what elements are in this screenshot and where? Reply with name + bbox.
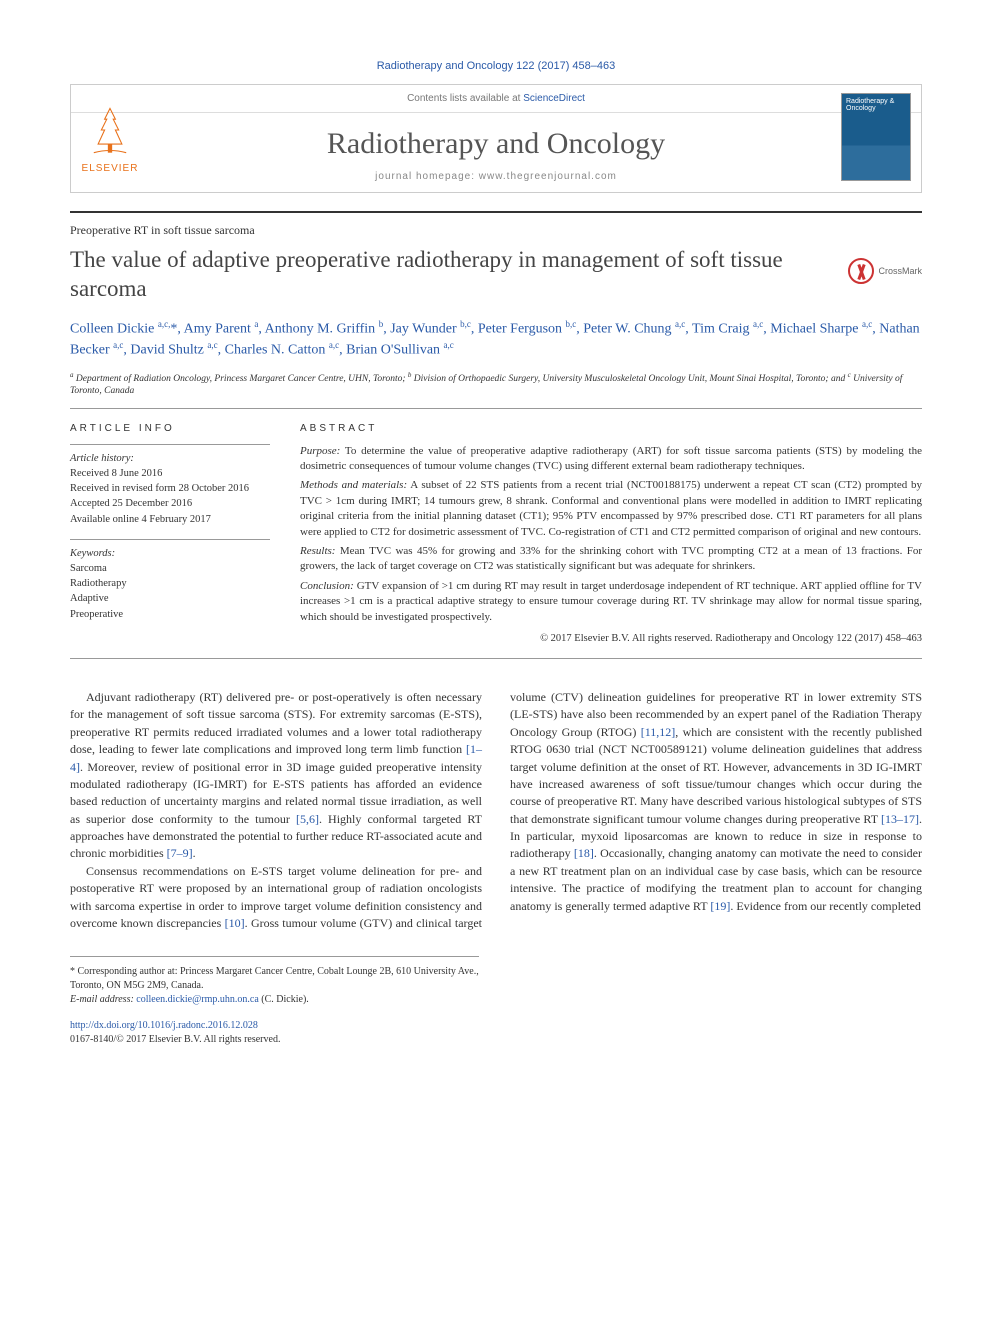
contents-available-row: Contents lists available at ScienceDirec…	[71, 85, 921, 113]
corr-author-text: * Corresponding author at: Princess Marg…	[70, 965, 479, 993]
publisher-logo: ELSEVIER	[81, 103, 139, 175]
citation-link[interactable]: [13–17]	[881, 812, 919, 826]
cover-title: Radiotherapy & Oncology	[842, 94, 910, 116]
citation-link[interactable]: [7–9]	[167, 846, 193, 860]
citation-link[interactable]: [19]	[710, 899, 730, 913]
corresponding-author-footnote: * Corresponding author at: Princess Marg…	[70, 956, 479, 1007]
doi-link[interactable]: http://dx.doi.org/10.1016/j.radonc.2016.…	[70, 1020, 258, 1031]
abstract-paragraph: Purpose: To determine the value of preop…	[300, 444, 922, 475]
contents-prefix: Contents lists available at	[407, 93, 523, 104]
email-suffix: (C. Dickie).	[259, 994, 309, 1005]
abstract-copyright: © 2017 Elsevier B.V. All rights reserved…	[300, 633, 922, 644]
article-info-heading: article info	[70, 423, 270, 434]
article-history-block: Article history: Received 8 June 2016Rec…	[70, 444, 270, 527]
keyword: Sarcoma	[70, 561, 270, 576]
abstract-heading: abstract	[300, 423, 922, 434]
publisher-name: ELSEVIER	[81, 163, 139, 174]
article-title: The value of adaptive preoperative radio…	[70, 246, 922, 304]
doi-block: http://dx.doi.org/10.1016/j.radonc.2016.…	[70, 1019, 922, 1047]
history-line: Received in revised form 28 October 2016	[70, 481, 270, 496]
abstract-paragraph: Methods and materials: A subset of 22 ST…	[300, 478, 922, 540]
journal-cover-thumbnail: Radiotherapy & Oncology	[841, 93, 911, 181]
history-line: Available online 4 February 2017	[70, 512, 270, 527]
citation-link[interactable]: [5,6]	[296, 812, 319, 826]
article-history-label: Article history:	[70, 451, 270, 466]
abstract-paragraph: Conclusion: GTV expansion of >1 cm durin…	[300, 579, 922, 625]
top-citation: Radiotherapy and Oncology 122 (2017) 458…	[70, 60, 922, 72]
history-line: Received 8 June 2016	[70, 466, 270, 481]
journal-name: Radiotherapy and Oncology	[71, 113, 921, 171]
abstract-text: Purpose: To determine the value of preop…	[300, 444, 922, 625]
crossmark-badge[interactable]: CrossMark	[848, 258, 922, 284]
keyword: Preoperative	[70, 607, 270, 622]
crossmark-label: CrossMark	[878, 266, 922, 276]
keywords-label: Keywords:	[70, 546, 270, 561]
section-label: Preoperative RT in soft tissue sarcoma	[70, 211, 922, 238]
sciencedirect-link[interactable]: ScienceDirect	[523, 93, 585, 104]
email-label: E-mail address:	[70, 994, 136, 1005]
body-paragraph: Adjuvant radiotherapy (RT) delivered pre…	[70, 689, 482, 863]
journal-homepage: journal homepage: www.thegreenjournal.co…	[71, 171, 921, 192]
history-line: Accepted 25 December 2016	[70, 496, 270, 511]
authors-list: Colleen Dickie a,c,*, Amy Parent a, Anth…	[70, 318, 922, 361]
abstract-paragraph: Results: Mean TVC was 45% for growing an…	[300, 544, 922, 575]
keywords-block: Keywords: SarcomaRadiotherapyAdaptivePre…	[70, 539, 270, 622]
citation-link[interactable]: [11,12]	[641, 725, 676, 739]
issn-copyright: 0167-8140/© 2017 Elsevier B.V. All right…	[70, 1034, 280, 1045]
citation-link[interactable]: [10]	[225, 916, 245, 930]
journal-header: ELSEVIER Radiotherapy & Oncology Content…	[70, 84, 922, 193]
keyword: Radiotherapy	[70, 576, 270, 591]
citation-link[interactable]: [18]	[574, 846, 594, 860]
affiliations: a Department of Radiation Oncology, Prin…	[70, 371, 922, 409]
elsevier-tree-icon	[83, 103, 137, 157]
body-text: Adjuvant radiotherapy (RT) delivered pre…	[70, 689, 922, 932]
corr-email-link[interactable]: colleen.dickie@rmp.uhn.on.ca	[136, 994, 259, 1005]
keyword: Adaptive	[70, 591, 270, 606]
crossmark-icon	[848, 258, 874, 284]
